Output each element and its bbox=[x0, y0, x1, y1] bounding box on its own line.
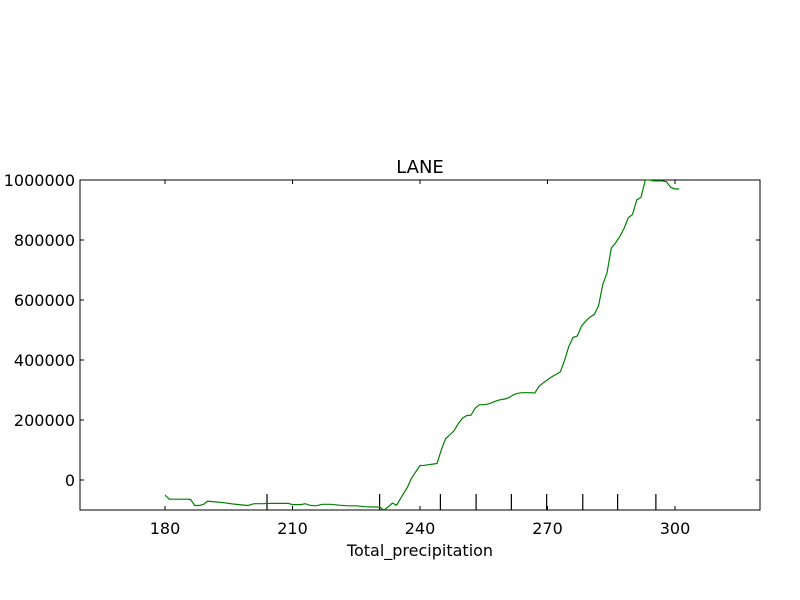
x-axis: 180 210 240 270 300 bbox=[150, 180, 691, 538]
y-axis: 0 200000 400000 600000 800000 1000000 bbox=[4, 171, 760, 490]
x-tick-label: 240 bbox=[405, 519, 436, 538]
x-axis-label: Total_precipitation bbox=[346, 541, 493, 561]
x-tick-label: 180 bbox=[150, 519, 181, 538]
y-tick-label: 600000 bbox=[14, 291, 75, 310]
x-tick-label: 300 bbox=[660, 519, 691, 538]
y-tick-label: 1000000 bbox=[4, 171, 75, 190]
chart-title: LANE bbox=[396, 157, 444, 178]
y-tick-label: 200000 bbox=[14, 411, 75, 430]
series-line bbox=[164, 179, 680, 511]
y-tick-label: 400000 bbox=[14, 351, 75, 370]
x-tick-label: 210 bbox=[277, 519, 308, 538]
y-tick-label: 800000 bbox=[14, 231, 75, 250]
y-tick-label: 0 bbox=[65, 471, 75, 490]
x-tick-label: 270 bbox=[532, 519, 563, 538]
